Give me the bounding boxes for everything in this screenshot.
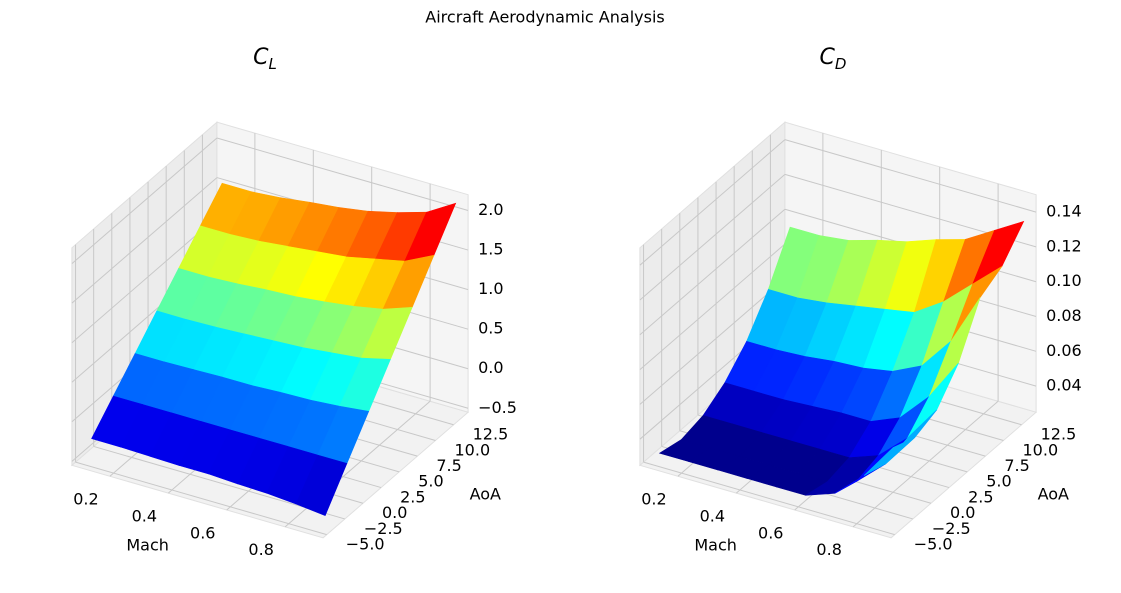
grid-line [216,137,469,212]
plot-3d: 0.20.40.60.8 −5.0−2.50.02.55.07.510.012.5… [70,45,517,559]
y-tick-label: 5.0 [418,472,443,491]
grid-line [784,139,1037,213]
x-axis-label: Mach [694,536,737,555]
chart-title: CD [820,45,847,73]
surface-patch [295,454,348,516]
grid-line [639,174,786,301]
title-main: C [253,45,269,70]
plot-3d: 0.2 0.4 0.6 0.8 −5.0−2.50.02.55.07.510.012.5… [638,45,1082,559]
grid-line [639,139,786,266]
grid-line [639,278,786,405]
y-tick-label: 10.0 [1023,440,1059,459]
y-tick-label: −5.0 [914,534,953,553]
z-tick-label: −0.5 [478,398,517,417]
z-tick-label: 0.0 [478,358,503,377]
title-subscript: L [269,55,277,73]
grid-line [643,461,895,536]
y-tick-label: 0.0 [950,503,975,522]
z-tick-label: 0.12 [1046,236,1082,255]
grid-line [75,461,327,536]
y-tick-label: −2.5 [932,519,971,538]
y-tick-label: −2.5 [364,519,403,538]
grid-line [639,243,786,370]
x-axis-label: Mach [126,536,169,555]
x-tick-label: 0.4 [700,506,725,525]
z-tick-label: 0.14 [1046,202,1082,221]
y-tick-label: 0.0 [382,503,407,522]
y-tick-label: 12.5 [473,425,509,444]
x-tick-label: 0.2 [73,490,98,509]
grid-line [71,177,218,304]
grid-line [639,208,786,336]
y-axis-label: AoA [470,484,501,503]
z-tick-label: 0.08 [1046,306,1082,325]
grid-line [71,137,218,264]
y-tick-label: 5.0 [986,472,1011,491]
title-subscript: D [835,55,847,73]
z-tick-label: 1.0 [478,279,503,298]
z-tick-label: 0.06 [1046,341,1082,360]
y-tick-label: 2.5 [400,487,425,506]
y-tick-label: −5.0 [346,534,385,553]
suptitle: Aircraft Aerodynamic Analysis [425,8,664,27]
z-tick-label: 0.04 [1046,376,1082,395]
y-tick-label: 12.5 [1041,425,1077,444]
y-axis-label: AoA [1038,484,1069,503]
x-tick-label: 0.4 [132,506,157,525]
grid-line [71,216,218,344]
title-main: C [820,45,836,70]
y-tick-label: 10.0 [455,440,491,459]
chart-title: CL [253,45,277,73]
z-tick-label: 1.5 [478,240,503,259]
x-tick-label: 0.8 [248,540,273,559]
y-tick-label: 7.5 [436,456,461,475]
z-tick-label: 0.5 [478,319,503,338]
z-tick-label: 2.0 [478,200,503,219]
surface-patch [863,437,916,476]
x-tick-label: 0.2 [641,490,666,509]
x-tick-label: 0.8 [816,540,841,559]
y-tick-label: 2.5 [968,487,993,506]
x-tick-label: 0.6 [190,523,215,542]
z-tick-label: 0.10 [1046,271,1082,290]
x-tick-label: 0.6 [758,523,783,542]
y-tick-label: 7.5 [1004,456,1029,475]
grid-line [852,400,999,528]
